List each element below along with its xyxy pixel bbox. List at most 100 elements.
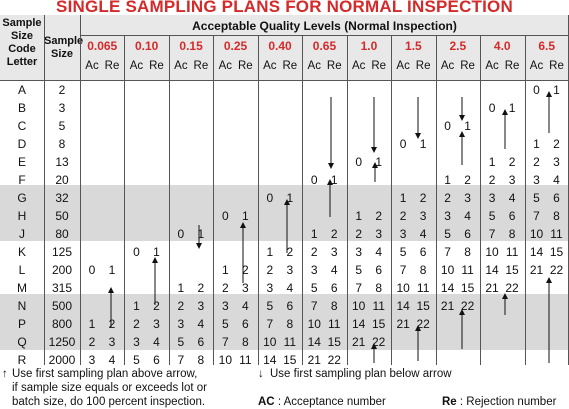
sample-size: 5 bbox=[58, 119, 66, 133]
grid-line bbox=[480, 35, 481, 365]
ac-value: 14 bbox=[440, 281, 455, 295]
re-label: Re bbox=[504, 60, 520, 72]
grid-line bbox=[436, 35, 437, 365]
grid-line bbox=[213, 35, 214, 365]
ac-value: 14 bbox=[263, 353, 277, 367]
ac-label: Ac bbox=[307, 60, 321, 72]
re-value: 11 bbox=[505, 245, 519, 259]
re-value: 4 bbox=[508, 191, 516, 205]
aql-level: 0.25 bbox=[223, 39, 248, 53]
sample-size: 3 bbox=[58, 101, 66, 115]
ac-value: 1 bbox=[133, 299, 140, 313]
re-label: Re bbox=[549, 60, 564, 72]
sample-size: 20 bbox=[55, 173, 69, 187]
aql-level: 1.5 bbox=[405, 39, 422, 53]
ac-label: Ac bbox=[396, 60, 410, 72]
grid-line bbox=[169, 35, 170, 365]
ac-value: 3 bbox=[222, 299, 229, 313]
ac-value: 3 bbox=[177, 317, 185, 331]
re-value: 6 bbox=[508, 209, 516, 223]
ac-value: 5 bbox=[488, 209, 496, 223]
grid-line bbox=[258, 35, 259, 365]
re-value: 11 bbox=[372, 299, 385, 313]
ac-value: 0 bbox=[399, 137, 407, 151]
re-value: 22 bbox=[372, 335, 386, 349]
up-arrow-note: Use first sampling plan above arrow, if … bbox=[12, 368, 207, 408]
ac-value: 3 bbox=[444, 209, 451, 223]
ac-value: 14 bbox=[396, 299, 410, 313]
re-value: 1 bbox=[286, 191, 294, 205]
re-value: 1 bbox=[553, 83, 560, 97]
re-value: 4 bbox=[375, 245, 383, 259]
grid-line bbox=[124, 35, 125, 365]
re-label: Re bbox=[326, 60, 342, 72]
re-value: 22 bbox=[327, 353, 341, 367]
ac-label: Ac bbox=[129, 60, 144, 72]
re-label: Re bbox=[415, 60, 431, 72]
aql-level: 0.065 bbox=[87, 39, 118, 53]
ac-value: 3 bbox=[399, 227, 407, 241]
ac-value: 0 bbox=[177, 227, 185, 241]
ac-value: 21 bbox=[307, 353, 321, 367]
re-value: 8 bbox=[242, 335, 249, 349]
sample-size: 800 bbox=[51, 317, 73, 331]
re-value: 4 bbox=[197, 317, 205, 331]
ac-value: 10 bbox=[263, 335, 277, 349]
re-value: 8 bbox=[419, 263, 427, 277]
ac-value: 0 bbox=[355, 155, 363, 169]
ac-value: 5 bbox=[399, 245, 407, 259]
ac-value: 1 bbox=[355, 209, 363, 223]
code-letter: P bbox=[17, 317, 26, 331]
re-value: 4 bbox=[108, 353, 116, 367]
re-value: 11 bbox=[239, 353, 252, 367]
aql-level: 0.10 bbox=[134, 39, 159, 53]
ac-value: 1 bbox=[444, 173, 451, 187]
ac-value: 1 bbox=[310, 227, 318, 241]
re-value: 2 bbox=[419, 191, 427, 205]
re-value: 15 bbox=[505, 263, 519, 277]
re-value: 11 bbox=[461, 263, 474, 277]
re-value: 1 bbox=[153, 245, 160, 259]
sample-size: 2 bbox=[58, 83, 66, 97]
ac-value: 0 bbox=[488, 101, 496, 115]
ac-value: 0 bbox=[88, 263, 96, 277]
ac-value: 3 bbox=[310, 263, 318, 277]
code-letter: K bbox=[17, 245, 26, 259]
re-label: Re bbox=[282, 60, 298, 72]
re-value: 11 bbox=[416, 281, 430, 295]
ac-value: 2 bbox=[533, 155, 540, 169]
ac-value: 5 bbox=[266, 299, 274, 313]
ac-value: 2 bbox=[133, 317, 140, 331]
re-value: 1 bbox=[375, 155, 383, 169]
ac-value: 1 bbox=[88, 317, 96, 331]
ac-value: 1 bbox=[533, 137, 540, 151]
ac-value: 21 bbox=[352, 335, 366, 349]
re-value: 2 bbox=[375, 209, 383, 223]
re-value: 1 bbox=[419, 137, 427, 151]
re-value: 8 bbox=[553, 209, 560, 223]
re-def: : Rejection number bbox=[459, 396, 557, 408]
re-value: 3 bbox=[464, 191, 471, 205]
grid-line bbox=[80, 15, 81, 365]
re-value: 4 bbox=[419, 227, 427, 241]
code-letter: M bbox=[17, 281, 27, 295]
ac-label: Ac bbox=[218, 60, 233, 72]
re-value: 8 bbox=[375, 281, 383, 295]
ac-label: Ac bbox=[263, 60, 277, 72]
re-value: 8 bbox=[286, 317, 294, 331]
ac-label: Ac bbox=[85, 60, 99, 72]
ac-value: 7 bbox=[444, 245, 451, 259]
ac-value: 2 bbox=[310, 245, 318, 259]
arrow-layer bbox=[108, 91, 552, 363]
aql-title: Acceptable Quality Levels (Normal Inspec… bbox=[192, 19, 457, 33]
re-value: 3 bbox=[553, 155, 560, 169]
ac-value: 0 bbox=[133, 245, 140, 259]
ac-value: 7 bbox=[488, 227, 496, 241]
ac-value: 1 bbox=[399, 191, 407, 205]
ac-label: Ac bbox=[174, 60, 188, 72]
ac-value: 2 bbox=[266, 263, 274, 277]
re-value: 3 bbox=[419, 209, 427, 223]
ac-value: 0 bbox=[444, 119, 451, 133]
ac-legend: AC : Acceptance number bbox=[258, 395, 386, 409]
ac-value: 5 bbox=[355, 263, 363, 277]
